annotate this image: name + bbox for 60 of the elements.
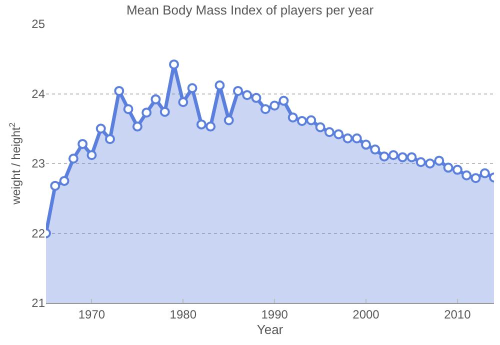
- point: [398, 152, 408, 162]
- point: [434, 156, 444, 166]
- point: [86, 150, 97, 160]
- point: [224, 115, 234, 126]
- y-tick-label: 21: [32, 296, 46, 310]
- x-axis-title: Year: [256, 322, 284, 337]
- x-tick-label: 1980: [170, 307, 197, 322]
- point: [206, 122, 216, 132]
- point: [278, 96, 289, 106]
- point: [443, 162, 454, 173]
- point: [416, 157, 426, 168]
- point: [196, 119, 206, 130]
- point: [187, 83, 198, 94]
- point: [114, 86, 124, 96]
- point: [342, 133, 353, 144]
- point: [142, 108, 152, 118]
- y-tick-label: 23: [32, 156, 46, 171]
- point: [78, 138, 88, 149]
- point: [425, 158, 435, 168]
- point: [132, 122, 142, 132]
- point: [50, 180, 60, 191]
- point: [306, 115, 316, 126]
- point: [123, 104, 134, 114]
- point: [361, 140, 371, 150]
- point: [59, 176, 70, 186]
- point: [379, 152, 390, 162]
- point: [470, 173, 481, 184]
- point: [388, 150, 398, 160]
- x-tick-label: 2000: [352, 307, 380, 322]
- point: [462, 170, 472, 180]
- point: [169, 59, 179, 70]
- point: [233, 86, 243, 96]
- chart-title: Mean Body Mass Index of players per year: [126, 2, 374, 18]
- point: [251, 92, 262, 103]
- y-tick-label: 24: [32, 86, 46, 101]
- x-tick-label: 1970: [78, 307, 106, 322]
- point: [334, 129, 344, 140]
- y-tick-label: 22: [32, 226, 46, 240]
- point: [406, 152, 417, 162]
- y-tick-label: 25: [32, 17, 46, 32]
- point: [105, 134, 115, 144]
- point: [288, 112, 298, 122]
- point: [480, 168, 490, 178]
- point: [270, 100, 280, 111]
- point: [260, 104, 270, 114]
- point: [315, 122, 326, 132]
- point: [150, 94, 161, 104]
- point: [370, 144, 380, 155]
- point: [324, 127, 334, 138]
- point: [297, 116, 307, 126]
- point: [160, 106, 170, 117]
- point: [452, 164, 462, 175]
- point: [242, 90, 252, 100]
- point: [352, 133, 362, 144]
- point: [96, 124, 106, 134]
- point: [68, 154, 78, 164]
- x-tick-label: 1990: [261, 307, 288, 322]
- point: [178, 97, 188, 108]
- x-tick-label: 2010: [444, 307, 472, 322]
- point: [214, 80, 225, 90]
